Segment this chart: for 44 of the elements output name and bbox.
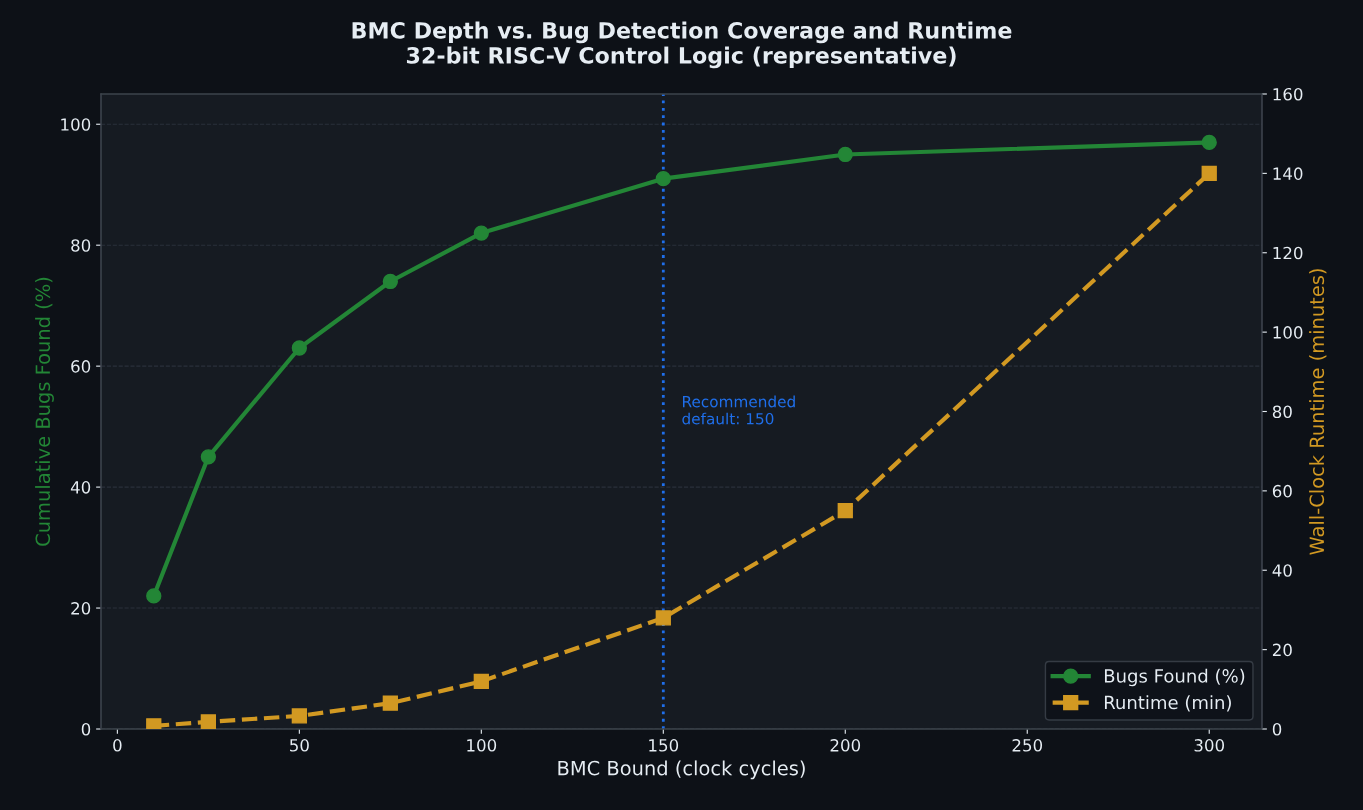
y-tick-label: 20: [71, 602, 91, 615]
point: [473, 673, 489, 690]
y-axis-title: Cumulative Bugs Found (%): [35, 277, 54, 546]
point: [837, 503, 853, 519]
x-tick-label: 150: [649, 739, 679, 752]
point: [1201, 165, 1217, 182]
x-tick-label: 100: [467, 739, 497, 752]
point: [655, 610, 671, 626]
ref-line-label: Recommended default: 150: [682, 395, 795, 425]
y2-tick-label: 20: [1272, 643, 1292, 657]
x-tick-label: 250: [1012, 739, 1043, 752]
y2-tick-label: 80: [1272, 405, 1292, 419]
y-tick-label: 0: [81, 722, 91, 736]
point: [200, 449, 217, 465]
point: [1201, 134, 1217, 151]
x-tick-label: 300: [1194, 739, 1225, 752]
chart-title: BMC Depth vs. Bug Detection Coverage and Runtime 32-bit RISC-V Control Logic (representative): [352, 21, 1012, 69]
x-tick-label: 0: [113, 739, 122, 752]
y2-tick-label: 120: [1273, 246, 1303, 260]
y2-tick-label: 0: [1272, 722, 1282, 736]
y-tick-label: 40: [70, 481, 91, 494]
y2-axis-title: Wall-Clock Runtime (minutes): [1309, 269, 1327, 555]
point: [655, 171, 671, 187]
y2-tick-label: 40: [1272, 564, 1292, 577]
point: [473, 225, 489, 241]
point: [837, 146, 853, 163]
x-axis-title: BMC Bound (clock cycles): [558, 760, 805, 780]
y2-tick-label: 140: [1273, 167, 1303, 180]
legend-label: Bugs Found (%): [1104, 668, 1245, 687]
point: [291, 340, 307, 356]
y-tick-label: 60: [71, 360, 91, 373]
legend-label: Runtime (min): [1104, 695, 1231, 712]
point: [146, 588, 162, 604]
y2-tick-label: 100: [1273, 326, 1303, 339]
x-tick-label: 200: [830, 739, 861, 752]
x-tick-label: 50: [290, 739, 309, 752]
y-tick-label: 80: [71, 239, 91, 252]
point: [200, 714, 217, 729]
point: [291, 708, 307, 724]
point: [382, 695, 398, 711]
y-tick-label: 100: [61, 118, 91, 131]
y2-tick-label: 160: [1273, 87, 1303, 101]
y2-tick-label: 60: [1272, 484, 1292, 498]
point: [382, 273, 398, 290]
